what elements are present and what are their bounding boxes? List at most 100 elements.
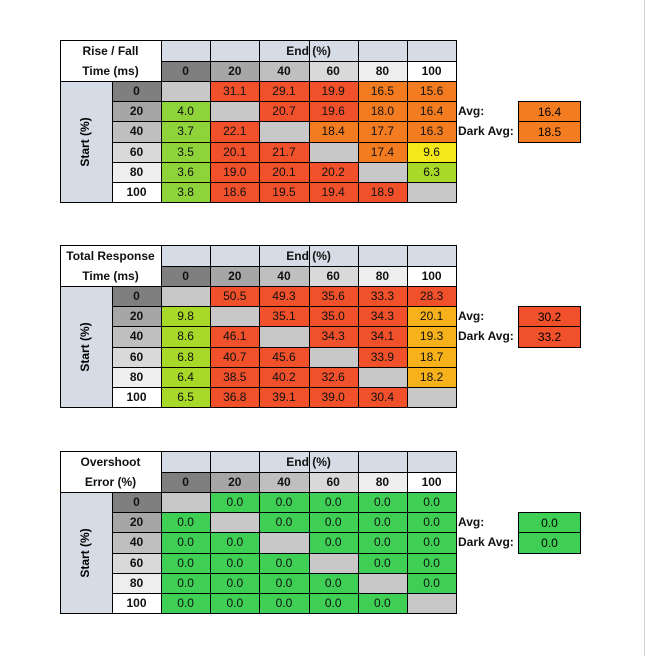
data-cell: 18.0 [357,101,407,122]
data-cell: 18.2 [407,366,457,387]
row-header: 60 [112,552,161,573]
data-cell: 0.0 [259,492,309,513]
grid-line [112,532,458,533]
data-cell: 34.3 [357,306,407,327]
grid-line [161,472,458,473]
data-cell: 39.0 [308,387,358,408]
data-cell: 35.1 [259,306,309,327]
data-cell: 32.6 [308,366,358,387]
data-cell: 19.5 [259,182,309,203]
dark-avg-value: 18.5 [518,121,581,143]
data-cell: 49.3 [259,286,309,307]
column-header: 100 [407,61,457,81]
column-axis-label: End (%) [161,245,457,266]
avg-value: 16.4 [518,101,581,123]
data-cell: 19.0 [210,161,260,182]
grid-line [60,407,458,408]
data-cell: 17.4 [357,141,407,162]
data-cell: 16.3 [407,121,457,142]
data-cell: 6.4 [161,366,211,387]
column-header: 20 [210,266,260,286]
diagonal-cell [161,81,211,102]
data-cell: 46.1 [210,326,260,347]
grid-line [112,387,458,388]
row-header: 80 [112,161,161,182]
row-axis-label: Start (%) [78,321,92,372]
diagonal-cell [259,326,309,347]
grid-line [112,512,458,513]
data-cell: 16.5 [357,81,407,102]
grid-line [60,492,458,493]
table-title-line2: Time (ms) [60,266,161,286]
data-cell: 19.4 [308,182,358,203]
data-cell: 18.6 [210,182,260,203]
row-header: 40 [112,326,161,347]
column-header: 0 [161,266,211,286]
table-title-line2: Time (ms) [60,61,161,81]
grid-line [60,202,458,203]
column-header: 20 [210,61,260,81]
table-title-line1: Total Response [60,245,161,266]
row-axis-band [60,81,112,203]
data-cell: 16.4 [407,101,457,122]
row-header: 40 [112,121,161,142]
grid-line [112,182,458,183]
diagonal-cell [308,346,358,367]
column-header: 60 [308,61,358,81]
data-cell: 20.2 [308,161,358,182]
data-cell: 0.0 [407,572,457,593]
data-cell: 0.0 [357,593,407,614]
grid-line [161,61,458,62]
diagonal-cell [210,512,260,533]
diagonal-cell [259,121,309,142]
row-header: 40 [112,532,161,553]
data-cell: 0.0 [357,492,407,513]
data-cell: 0.0 [308,492,358,513]
data-cell: 35.0 [308,306,358,327]
row-header: 20 [112,512,161,533]
data-cell: 45.6 [259,346,309,367]
data-cell: 34.3 [308,326,358,347]
data-cell: 30.4 [357,387,407,408]
diagonal-cell [161,492,211,513]
column-header: 0 [161,61,211,81]
data-cell: 0.0 [308,512,358,533]
grid-line [112,121,458,122]
column-header: 60 [308,472,358,492]
data-cell: 3.6 [161,161,211,182]
grid-line [112,101,458,102]
dark-avg-value: 0.0 [518,532,581,554]
avg-label: Avg: [458,309,485,324]
data-cell: 38.5 [210,366,260,387]
diagonal-cell [357,366,407,387]
avg-value: 0.0 [518,512,581,534]
data-cell: 19.9 [308,81,358,102]
column-header: 80 [357,266,407,286]
grid-line [112,286,113,408]
diagonal-cell [357,161,407,182]
diagonal-cell [259,532,309,553]
dark-avg-label: Dark Avg: [458,124,514,139]
row-header: 60 [112,346,161,367]
table-title-line1: Overshoot [60,451,161,472]
row-header: 100 [112,182,161,203]
data-cell: 21.7 [259,141,309,162]
data-cell: 9.8 [161,306,211,327]
diagonal-cell [308,141,358,162]
diagonal-cell [210,101,260,122]
data-cell: 0.0 [161,593,211,614]
column-header: 20 [210,472,260,492]
diagonal-cell [308,552,358,573]
row-axis-band [60,286,112,408]
data-cell: 18.9 [357,182,407,203]
column-header: 100 [407,266,457,286]
data-cell: 20.1 [259,161,309,182]
column-header: 40 [259,266,309,286]
diagonal-cell [210,306,260,327]
data-cell: 0.0 [407,552,457,573]
avg-label: Avg: [458,104,485,119]
data-cell: 39.1 [259,387,309,408]
data-cell: 0.0 [210,593,260,614]
data-cell: 22.1 [210,121,260,142]
row-header: 80 [112,572,161,593]
